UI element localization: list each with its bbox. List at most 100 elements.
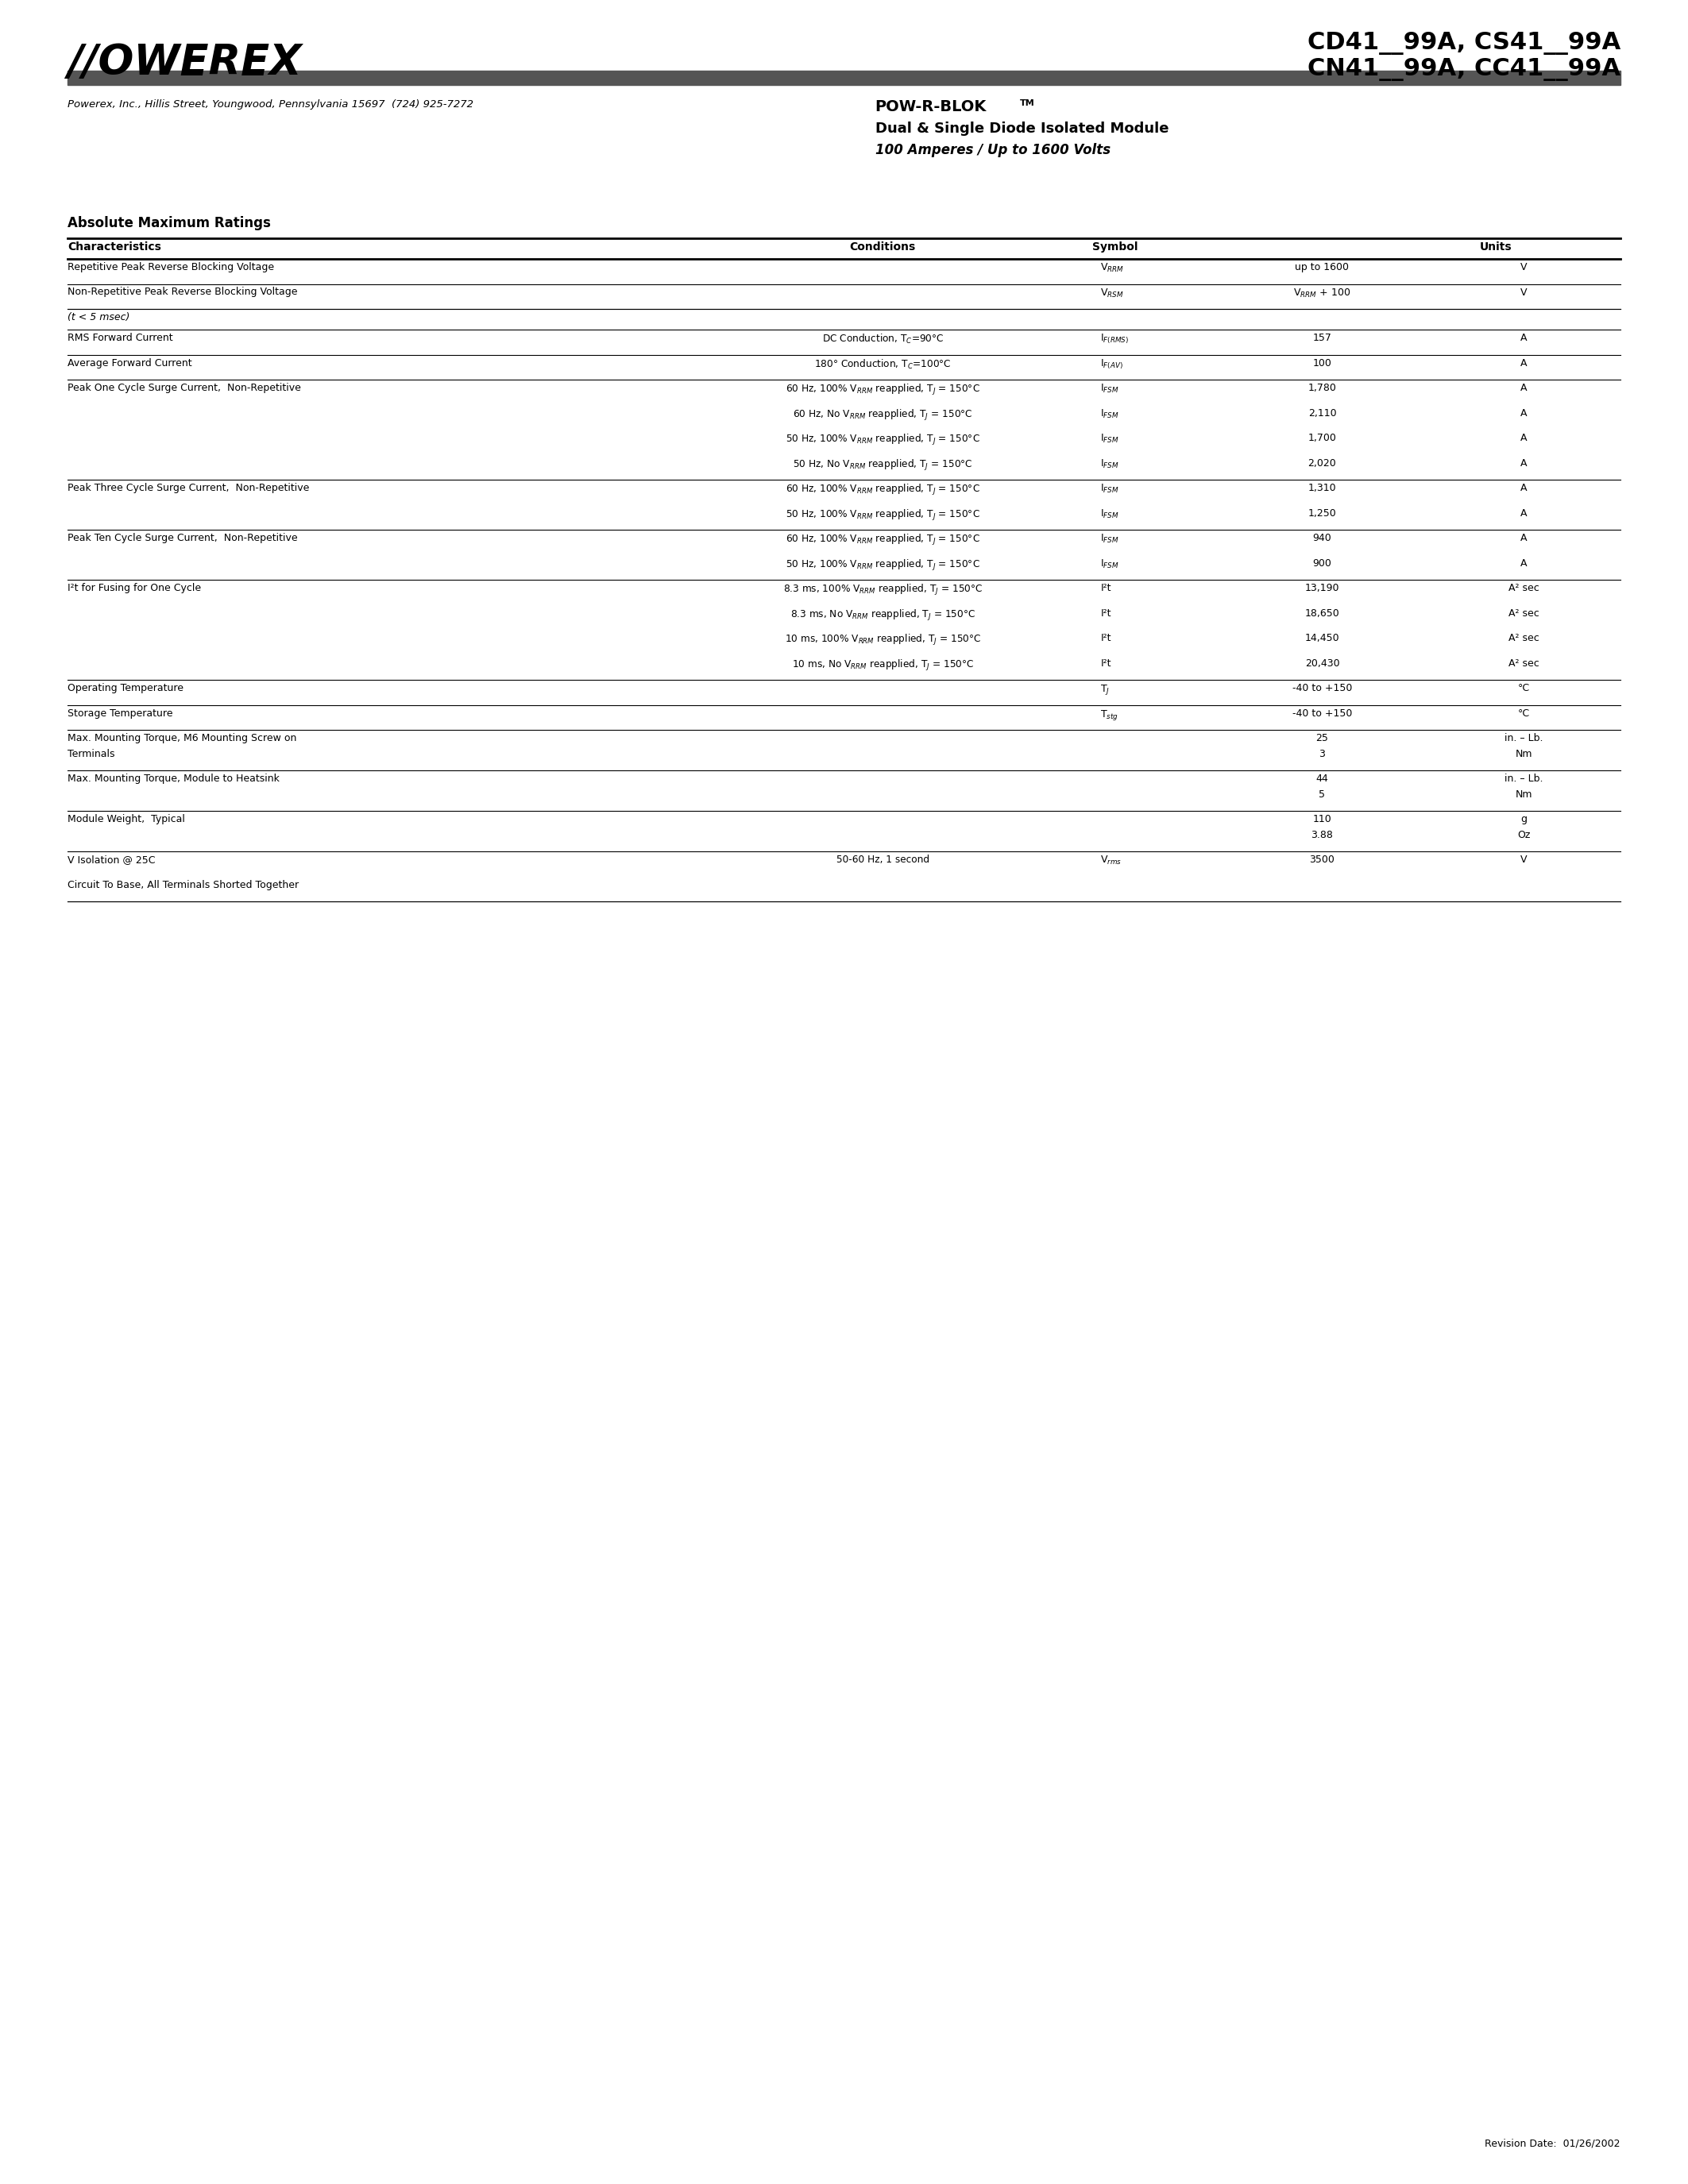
Text: Module Weight,  Typical: Module Weight, Typical bbox=[68, 815, 186, 823]
Text: A² sec: A² sec bbox=[1509, 657, 1539, 668]
Text: Max. Mounting Torque, Module to Heatsink: Max. Mounting Torque, Module to Heatsink bbox=[68, 773, 280, 784]
Text: A² sec: A² sec bbox=[1509, 633, 1539, 644]
Text: °C: °C bbox=[1518, 684, 1529, 692]
Text: T$_{stg}$: T$_{stg}$ bbox=[1101, 708, 1119, 721]
Text: I$_{FSM}$: I$_{FSM}$ bbox=[1101, 509, 1119, 520]
Text: V: V bbox=[1521, 854, 1528, 865]
Text: I²t: I²t bbox=[1101, 657, 1111, 668]
Text: 50 Hz, 100% V$_{RRM}$ reapplied, T$_J$ = 150°C: 50 Hz, 100% V$_{RRM}$ reapplied, T$_J$ =… bbox=[785, 557, 981, 572]
Text: 1,250: 1,250 bbox=[1308, 509, 1337, 518]
Text: 157: 157 bbox=[1313, 332, 1332, 343]
Text: I$_{F(AV)}$: I$_{F(AV)}$ bbox=[1101, 358, 1124, 371]
Text: I$_{FSM}$: I$_{FSM}$ bbox=[1101, 382, 1119, 395]
Text: in. – Lb.: in. – Lb. bbox=[1504, 734, 1543, 743]
Text: 100 Amperes / Up to 1600 Volts: 100 Amperes / Up to 1600 Volts bbox=[874, 142, 1111, 157]
Text: I$_{FSM}$: I$_{FSM}$ bbox=[1101, 533, 1119, 544]
Text: 44: 44 bbox=[1317, 773, 1328, 784]
Text: A: A bbox=[1521, 408, 1528, 417]
Text: RMS Forward Current: RMS Forward Current bbox=[68, 332, 172, 343]
Text: Repetitive Peak Reverse Blocking Voltage: Repetitive Peak Reverse Blocking Voltage bbox=[68, 262, 273, 273]
Text: 1,700: 1,700 bbox=[1308, 432, 1337, 443]
Text: A: A bbox=[1521, 557, 1528, 568]
Text: A: A bbox=[1521, 432, 1528, 443]
Text: Average Forward Current: Average Forward Current bbox=[68, 358, 192, 369]
Text: 8.3 ms, No V$_{RRM}$ reapplied, T$_J$ = 150°C: 8.3 ms, No V$_{RRM}$ reapplied, T$_J$ = … bbox=[790, 607, 976, 622]
Text: 900: 900 bbox=[1313, 557, 1332, 568]
Text: 60 Hz, 100% V$_{RRM}$ reapplied, T$_J$ = 150°C: 60 Hz, 100% V$_{RRM}$ reapplied, T$_J$ =… bbox=[785, 382, 981, 397]
Text: -40 to +150: -40 to +150 bbox=[1293, 708, 1352, 719]
Text: Powerex, Inc., Hillis Street, Youngwood, Pennsylvania 15697  (724) 925-7272: Powerex, Inc., Hillis Street, Youngwood,… bbox=[68, 98, 473, 109]
Text: 940: 940 bbox=[1313, 533, 1332, 544]
Text: °C: °C bbox=[1518, 708, 1529, 719]
Text: Units: Units bbox=[1479, 242, 1512, 253]
Text: CN41__99A, CC41__99A: CN41__99A, CC41__99A bbox=[1308, 59, 1620, 81]
Text: 14,450: 14,450 bbox=[1305, 633, 1340, 644]
Text: Nm: Nm bbox=[1516, 788, 1533, 799]
Text: A: A bbox=[1521, 332, 1528, 343]
Text: Storage Temperature: Storage Temperature bbox=[68, 708, 172, 719]
Text: Dual & Single Diode Isolated Module: Dual & Single Diode Isolated Module bbox=[874, 122, 1168, 135]
Text: 50 Hz, 100% V$_{RRM}$ reapplied, T$_J$ = 150°C: 50 Hz, 100% V$_{RRM}$ reapplied, T$_J$ =… bbox=[785, 509, 981, 522]
Text: Characteristics: Characteristics bbox=[68, 242, 160, 253]
Text: A² sec: A² sec bbox=[1509, 583, 1539, 594]
Text: Peak One Cycle Surge Current,  Non-Repetitive: Peak One Cycle Surge Current, Non-Repeti… bbox=[68, 382, 300, 393]
Text: 5: 5 bbox=[1318, 788, 1325, 799]
Text: 50 Hz, No V$_{RRM}$ reapplied, T$_J$ = 150°C: 50 Hz, No V$_{RRM}$ reapplied, T$_J$ = 1… bbox=[793, 459, 972, 472]
Text: 1,780: 1,780 bbox=[1308, 382, 1337, 393]
Text: 3500: 3500 bbox=[1310, 854, 1335, 865]
Text: Revision Date:  01/26/2002: Revision Date: 01/26/2002 bbox=[1485, 2138, 1620, 2149]
Text: 180° Conduction, T$_C$=100°C: 180° Conduction, T$_C$=100°C bbox=[814, 358, 952, 371]
Text: T$_J$: T$_J$ bbox=[1101, 684, 1111, 697]
Text: up to 1600: up to 1600 bbox=[1295, 262, 1349, 273]
Text: Conditions: Conditions bbox=[849, 242, 917, 253]
Text: I$_{F(RMS)}$: I$_{F(RMS)}$ bbox=[1101, 332, 1129, 345]
Text: V$_{rms}$: V$_{rms}$ bbox=[1101, 854, 1123, 867]
Text: CD41__99A, CS41__99A: CD41__99A, CS41__99A bbox=[1307, 33, 1620, 55]
Text: Absolute Maximum Ratings: Absolute Maximum Ratings bbox=[68, 216, 270, 229]
Text: I²t: I²t bbox=[1101, 583, 1111, 594]
Text: TM: TM bbox=[1020, 98, 1035, 107]
Text: -40 to +150: -40 to +150 bbox=[1293, 684, 1352, 692]
Text: 25: 25 bbox=[1317, 734, 1328, 743]
Text: V: V bbox=[1521, 286, 1528, 297]
Text: 110: 110 bbox=[1313, 815, 1332, 823]
Text: I²t: I²t bbox=[1101, 607, 1111, 618]
Text: 10 ms, 100% V$_{RRM}$ reapplied, T$_J$ = 150°C: 10 ms, 100% V$_{RRM}$ reapplied, T$_J$ =… bbox=[785, 633, 981, 646]
Text: DC Conduction, T$_C$=90°C: DC Conduction, T$_C$=90°C bbox=[822, 332, 944, 345]
Text: A: A bbox=[1521, 459, 1528, 467]
Text: 60 Hz, 100% V$_{RRM}$ reapplied, T$_J$ = 150°C: 60 Hz, 100% V$_{RRM}$ reapplied, T$_J$ =… bbox=[785, 483, 981, 498]
Text: A: A bbox=[1521, 358, 1528, 369]
Text: V$_{RSM}$: V$_{RSM}$ bbox=[1101, 286, 1124, 299]
Text: 3: 3 bbox=[1318, 749, 1325, 758]
Text: Terminals: Terminals bbox=[68, 749, 115, 758]
Text: 13,190: 13,190 bbox=[1305, 583, 1340, 594]
Text: 8.3 ms, 100% V$_{RRM}$ reapplied, T$_J$ = 150°C: 8.3 ms, 100% V$_{RRM}$ reapplied, T$_J$ … bbox=[783, 583, 982, 596]
Text: in. – Lb.: in. – Lb. bbox=[1504, 773, 1543, 784]
Text: 2,110: 2,110 bbox=[1308, 408, 1337, 417]
Text: 100: 100 bbox=[1313, 358, 1332, 369]
Text: I$_{FSM}$: I$_{FSM}$ bbox=[1101, 432, 1119, 446]
Text: Non-Repetitive Peak Reverse Blocking Voltage: Non-Repetitive Peak Reverse Blocking Vol… bbox=[68, 286, 297, 297]
Text: I²t: I²t bbox=[1101, 633, 1111, 644]
Text: //OWEREX: //OWEREX bbox=[68, 41, 302, 83]
Text: g: g bbox=[1521, 815, 1528, 823]
Text: Oz: Oz bbox=[1518, 830, 1531, 841]
Text: 50-60 Hz, 1 second: 50-60 Hz, 1 second bbox=[836, 854, 930, 865]
Text: 50 Hz, 100% V$_{RRM}$ reapplied, T$_J$ = 150°C: 50 Hz, 100% V$_{RRM}$ reapplied, T$_J$ =… bbox=[785, 432, 981, 448]
Text: I$_{FSM}$: I$_{FSM}$ bbox=[1101, 557, 1119, 570]
Text: 3.88: 3.88 bbox=[1312, 830, 1334, 841]
Text: A² sec: A² sec bbox=[1509, 607, 1539, 618]
Text: 60 Hz, 100% V$_{RRM}$ reapplied, T$_J$ = 150°C: 60 Hz, 100% V$_{RRM}$ reapplied, T$_J$ =… bbox=[785, 533, 981, 548]
Text: Peak Ten Cycle Surge Current,  Non-Repetitive: Peak Ten Cycle Surge Current, Non-Repeti… bbox=[68, 533, 297, 544]
Text: 2,020: 2,020 bbox=[1308, 459, 1337, 467]
Text: 1,310: 1,310 bbox=[1308, 483, 1337, 494]
Text: A: A bbox=[1521, 382, 1528, 393]
Text: Symbol: Symbol bbox=[1092, 242, 1138, 253]
Text: V Isolation @ 25C: V Isolation @ 25C bbox=[68, 854, 155, 865]
Text: 20,430: 20,430 bbox=[1305, 657, 1340, 668]
Text: A: A bbox=[1521, 509, 1528, 518]
Text: Nm: Nm bbox=[1516, 749, 1533, 758]
Text: 60 Hz, No V$_{RRM}$ reapplied, T$_J$ = 150°C: 60 Hz, No V$_{RRM}$ reapplied, T$_J$ = 1… bbox=[793, 408, 972, 422]
Text: A: A bbox=[1521, 483, 1528, 494]
Text: V$_{RRM}$ + 100: V$_{RRM}$ + 100 bbox=[1293, 286, 1350, 299]
